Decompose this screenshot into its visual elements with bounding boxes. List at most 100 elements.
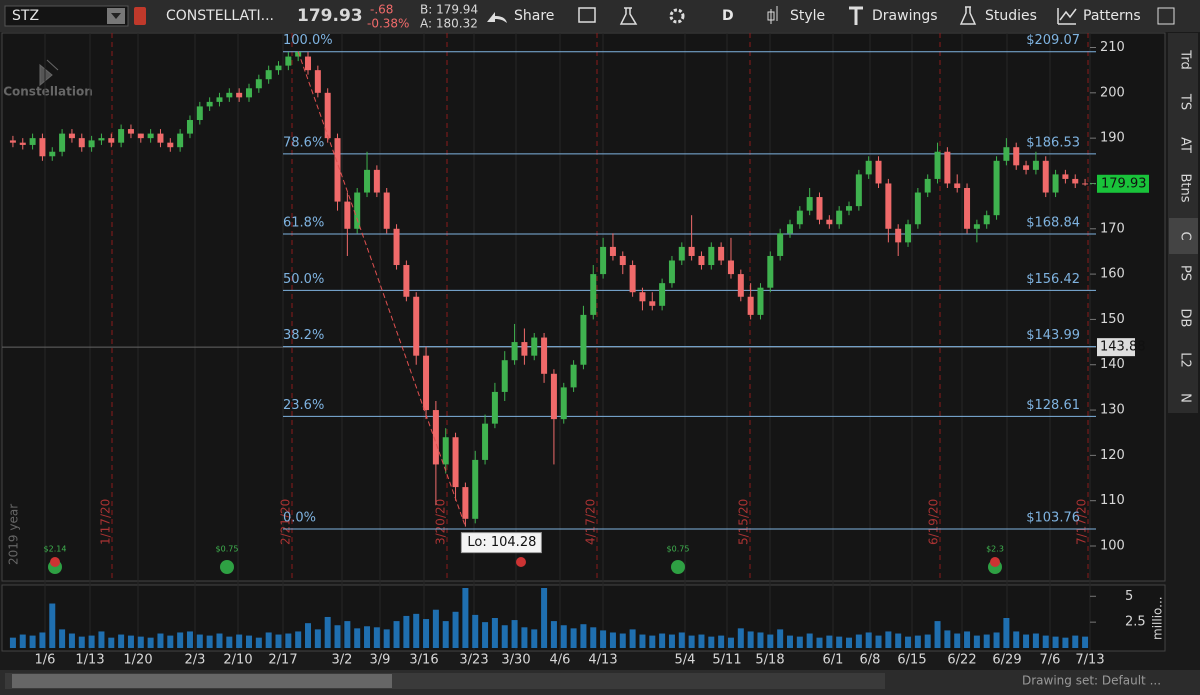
candle-body — [836, 210, 843, 225]
volume-bar — [49, 603, 56, 648]
flask-icon[interactable] — [619, 7, 638, 25]
side-tab[interactable]: TS — [1178, 93, 1193, 110]
candle-body — [501, 360, 508, 392]
candle-body — [964, 187, 971, 229]
candle-body — [914, 192, 921, 225]
share-icon[interactable] — [487, 12, 507, 23]
symbol-box[interactable] — [4, 5, 129, 27]
candle-body — [19, 142, 26, 145]
candle-body — [747, 296, 754, 315]
patterns-button[interactable]: Patterns — [1083, 8, 1141, 24]
x-tick-label: 7/6 — [1040, 653, 1061, 668]
scroll-thumb[interactable] — [12, 674, 392, 688]
volume-bar — [491, 618, 498, 648]
style-icon[interactable] — [767, 6, 778, 24]
vol-axis-label: millio... — [1151, 596, 1165, 640]
y-tick-label: 170 — [1100, 221, 1125, 236]
fib-price: $128.61 — [1026, 398, 1080, 413]
gear-icon[interactable] — [669, 8, 685, 24]
fib-price: $156.42 — [1026, 272, 1080, 287]
y-tick-label: 140 — [1100, 357, 1125, 372]
drawings-button[interactable]: Drawings — [872, 8, 938, 24]
volume-bar — [108, 637, 115, 648]
volume-bar — [39, 632, 46, 648]
candle-body — [78, 138, 85, 148]
symbol: STZ — [12, 8, 39, 24]
x-tick-label: 1/13 — [75, 653, 104, 668]
volume-bar — [678, 632, 685, 648]
period-label: 2/21/20 — [279, 499, 293, 545]
candle-body — [295, 52, 302, 57]
candle-body — [560, 387, 567, 420]
side-tab[interactable]: PS — [1178, 265, 1193, 281]
candle-body — [619, 255, 626, 266]
studies-icon[interactable] — [959, 6, 977, 25]
x-tick-label: 5/11 — [712, 653, 741, 668]
candle-body — [649, 301, 656, 306]
side-tab[interactable]: DB — [1178, 309, 1193, 328]
volume-bar — [1082, 636, 1089, 648]
candle-body — [875, 160, 882, 184]
side-tab[interactable]: Trd — [1178, 49, 1193, 69]
y-tick-label: 150 — [1100, 312, 1125, 327]
drawings-icon[interactable] — [849, 6, 863, 25]
candle-body — [806, 197, 813, 211]
volume-bar — [1042, 635, 1049, 648]
volume-bar — [806, 633, 813, 648]
volume-bar — [737, 628, 744, 648]
volume-bar — [747, 631, 754, 648]
event-icon[interactable] — [671, 560, 685, 574]
candle-body — [708, 246, 715, 266]
ref-tag-label: 143.88 — [1100, 340, 1146, 355]
volume-bar — [147, 637, 154, 648]
year-label: 2019 year — [7, 504, 21, 565]
volume-bar — [196, 634, 203, 648]
earnings-icon — [516, 557, 526, 567]
patterns-icon[interactable] — [1057, 8, 1077, 25]
volume-bar — [206, 635, 213, 648]
candle-body — [59, 133, 66, 152]
drawing-set[interactable]: Drawing set: Default ... — [1022, 674, 1161, 688]
candle-body — [777, 233, 784, 256]
share-button[interactable]: Share — [514, 8, 554, 24]
side-tab[interactable]: C — [1178, 231, 1193, 240]
candle-body — [452, 437, 459, 488]
link-icon[interactable] — [134, 7, 146, 25]
side-tab[interactable]: AT — [1178, 137, 1193, 153]
fib-price: $103.76 — [1026, 510, 1080, 525]
style-button[interactable]: Style — [790, 8, 825, 24]
candle-body — [511, 342, 518, 361]
volume-bar — [600, 630, 607, 648]
fib-ratio: 50.0% — [283, 272, 324, 287]
event-amount: $2.14 — [44, 545, 67, 554]
side-tab[interactable]: N — [1178, 393, 1193, 403]
event-icon[interactable] — [220, 560, 234, 574]
fib-ratio: 23.6% — [283, 398, 324, 413]
y-tick-label: 100 — [1100, 539, 1125, 554]
candle-body — [983, 215, 990, 225]
change-pct: -0.38% — [367, 17, 409, 31]
side-tab[interactable]: L2 — [1178, 352, 1193, 368]
studies-button[interactable]: Studies — [985, 8, 1037, 24]
volume-bar — [314, 629, 321, 648]
x-tick-label: 5/4 — [675, 653, 696, 668]
candle-body — [206, 101, 213, 107]
period-label: 7/17/20 — [1075, 499, 1089, 545]
volume-bar — [1013, 631, 1020, 648]
period-button[interactable]: D — [722, 8, 734, 24]
candle-body — [127, 129, 134, 134]
company: CONSTELLATI... — [166, 8, 274, 24]
chart-icon[interactable] — [578, 7, 596, 23]
volume-bar — [216, 633, 223, 648]
side-tab[interactable]: Btns — [1178, 173, 1193, 202]
volume-bar — [245, 635, 252, 648]
volume-bar — [550, 621, 557, 648]
volume-bar — [275, 634, 282, 648]
volume-bar — [718, 635, 725, 648]
volume-bar — [698, 634, 705, 648]
menu-icon[interactable] — [1157, 7, 1175, 25]
volume-bar — [157, 633, 164, 648]
candle-body — [600, 246, 607, 275]
volume-bar — [78, 636, 85, 648]
candle-body — [314, 70, 321, 93]
